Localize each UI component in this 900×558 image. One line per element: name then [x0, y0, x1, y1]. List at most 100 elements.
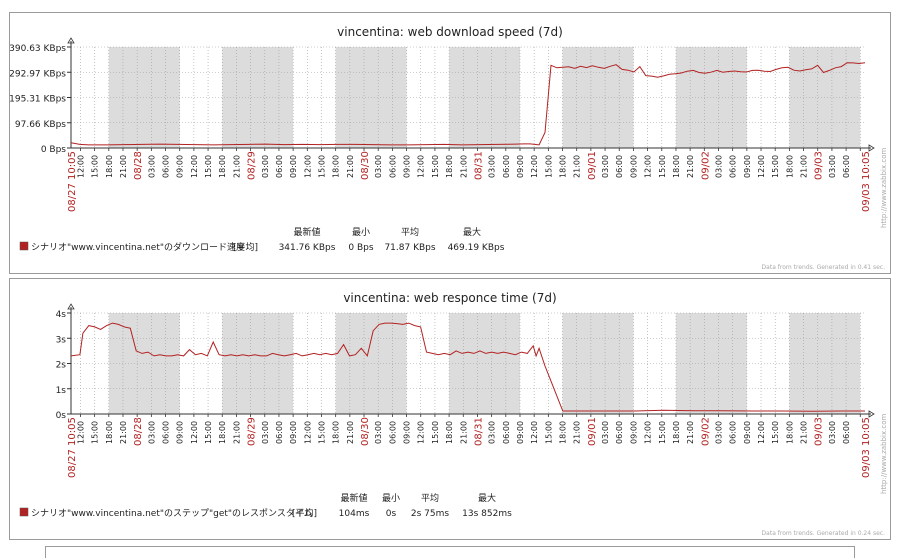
legend-series-name: シナリオ"www.vincentina.net"のダウンロード速度: [31, 241, 245, 253]
x-date-label: 08/29: [247, 151, 258, 180]
x-hour-label: 09:00: [176, 421, 185, 444]
generation-footnote: Data from trends. Generated in 0.24 sec.: [762, 530, 886, 537]
zabbix-watermark: http://www.zabbix.com: [880, 414, 888, 494]
x-hour-label: 21:00: [686, 155, 695, 178]
x-hour-label: 03:00: [147, 421, 156, 444]
x-hour-label: 06:00: [388, 421, 397, 444]
x-hour-label: 21:00: [800, 155, 809, 178]
x-hour-label: 18:00: [332, 155, 341, 178]
x-hour-label: 21:00: [232, 421, 241, 444]
x-hour-label: 18:00: [332, 421, 341, 444]
x-hour-label: 15:00: [204, 155, 213, 178]
night-band: [675, 47, 747, 148]
legend-value: 104ms: [339, 509, 370, 519]
legend-value: 0 Bps: [348, 243, 373, 253]
x-hour-label: 03:00: [374, 421, 383, 444]
x-hour-label: 06:00: [615, 155, 624, 178]
x-hour-label: 18:00: [785, 155, 794, 178]
y-axis-arrow: [67, 303, 75, 310]
y-tick-label: 195.31 KBps: [10, 95, 66, 105]
series-line: [70, 62, 866, 146]
x-hour-label: 18:00: [785, 421, 794, 444]
y-tick-label: 4s: [56, 310, 67, 320]
x-hour-label: 06:00: [275, 155, 284, 178]
x-date-label: 09/03 10:05: [861, 151, 872, 212]
x-hour-label: 06:00: [502, 421, 511, 444]
x-hour-label: 09:00: [289, 421, 298, 444]
night-band: [675, 313, 747, 414]
x-hour-label: 09:00: [516, 421, 525, 444]
y-tick-label: 390.63 KBps: [10, 44, 66, 54]
response-time-graph-panel: vincentina: web responce time (7d) 0s 1s 2s…: [9, 278, 891, 540]
x-axis-arrow: [868, 144, 875, 152]
x-date-label: 08/27 10:05: [67, 417, 78, 478]
legend-header: 平均: [401, 226, 419, 238]
y-tick-label: 97.66 KBps: [15, 120, 66, 130]
x-hour-label: 15:00: [658, 421, 667, 444]
x-hour-label: 15:00: [544, 155, 553, 178]
x-hour-label: 06:00: [615, 421, 624, 444]
x-hour-label: 21:00: [232, 155, 241, 178]
x-hour-label: 21:00: [459, 421, 468, 444]
x-hour-label: 18:00: [445, 155, 454, 178]
x-hour-label: 12:00: [417, 155, 426, 178]
x-hour-label: 15:00: [204, 421, 213, 444]
legend-value: 2s 75ms: [411, 509, 449, 519]
x-hour-label: 03:00: [374, 155, 383, 178]
x-hour-label: 15:00: [317, 421, 326, 444]
x-hour-label: 06:00: [729, 421, 738, 444]
x-date-label: 09/01: [587, 151, 598, 180]
night-band: [449, 313, 520, 414]
x-date-label: 08/28: [133, 417, 144, 446]
x-hour-label: 21:00: [346, 155, 355, 178]
x-hour-label: 18:00: [445, 421, 454, 444]
graph-title: vincentina: web responce time (7d): [343, 291, 556, 305]
y-tick-label: 292.97 KBps: [10, 69, 66, 79]
legend-value: 469.19 KBps: [448, 243, 505, 253]
legend-function: [平均]: [233, 241, 258, 253]
x-hour-label: 09:00: [289, 155, 298, 178]
download-speed-graph-panel: vincentina: web download speed (7d) 0 Bps…: [9, 12, 891, 274]
x-hour-label: 21:00: [119, 155, 128, 178]
x-hour-label: 09:00: [743, 155, 752, 178]
x-hour-label: 03:00: [714, 155, 723, 178]
x-date-label: 09/02: [700, 417, 711, 446]
x-hour-label: 03:00: [147, 155, 156, 178]
y-tick-label: 0 Bps: [41, 145, 66, 155]
x-hour-label: 03:00: [488, 155, 497, 178]
x-hour-label: 21:00: [459, 155, 468, 178]
x-date-label: 09/02: [700, 151, 711, 180]
x-hour-label: 18:00: [559, 155, 568, 178]
x-hour-label: 18:00: [218, 155, 227, 178]
bottom-panel-edge: [45, 546, 855, 558]
x-date-label: 09/03: [814, 151, 825, 180]
x-hour-label: 03:00: [828, 155, 837, 178]
x-hour-label: 12:00: [644, 155, 653, 178]
x-hour-label: 03:00: [261, 421, 270, 444]
x-hour-label: 12:00: [303, 155, 312, 178]
legend-header: 最小: [352, 227, 370, 238]
legend-header: 最新値: [293, 226, 320, 238]
x-hour-label: 03:00: [601, 421, 610, 444]
legend-value: 13s 852ms: [462, 509, 512, 519]
x-hour-label: 21:00: [686, 421, 695, 444]
series-line: [70, 322, 865, 412]
x-hour-label: 15:00: [431, 421, 440, 444]
x-date-label: 08/30: [360, 417, 371, 446]
x-hour-label: 03:00: [488, 421, 497, 444]
x-date-label: 09/03: [814, 417, 825, 446]
x-hour-label: 03:00: [601, 155, 610, 178]
night-band: [562, 313, 634, 414]
x-date-label: 09/01: [587, 417, 598, 446]
zabbix-watermark: http://www.zabbix.com: [880, 148, 888, 228]
x-hour-label: 21:00: [346, 421, 355, 444]
legend-color-swatch: [19, 507, 29, 517]
x-date-label: 08/27 10:05: [67, 151, 78, 212]
x-hour-label: 21:00: [119, 421, 128, 444]
x-hour-label: 06:00: [388, 155, 397, 178]
legend-value: 341.76 KBps: [279, 243, 336, 253]
x-hour-label: 15:00: [317, 155, 326, 178]
generation-footnote: Data from trends. Generated in 0.41 sec.: [762, 264, 886, 271]
x-hour-label: 12:00: [303, 421, 312, 444]
x-hour-label: 12:00: [76, 421, 85, 444]
